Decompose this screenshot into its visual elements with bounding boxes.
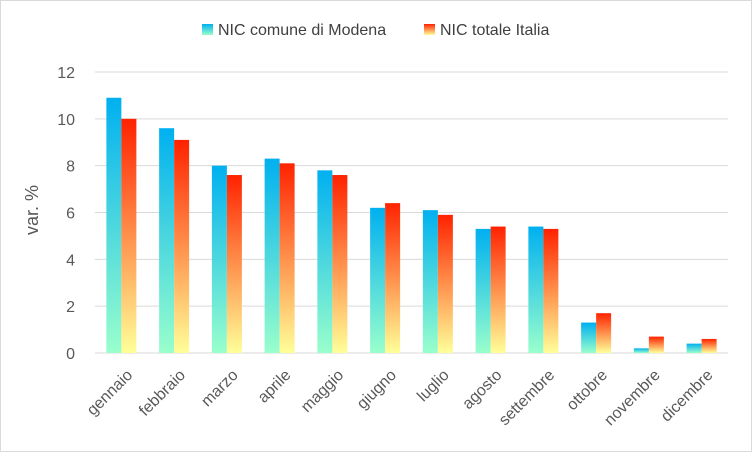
bar-italia-marzo [226,175,242,353]
y-tick-label: 8 [66,159,75,176]
x-tick-label: ottobre [564,367,611,414]
x-tick-label: marzo [198,367,242,411]
y-tick-label: 4 [66,252,75,269]
bar-italia-aprile [279,163,295,353]
bar-modena-febbraio [159,128,175,353]
legend-swatch [424,24,435,35]
bar-italia-settembre [543,228,559,353]
bar-modena-giugno [370,207,386,353]
y-axis-label: var. % [22,185,42,235]
bar-modena-maggio [317,170,333,353]
y-tick-label: 2 [66,299,75,316]
gridlines [95,71,728,354]
bar-italia-gennaio [121,118,137,353]
bar-modena-luglio [422,210,438,353]
x-tick-label: luglio [414,367,453,406]
x-tick-label: settembre [496,367,558,429]
bar-modena-ottobre [581,322,597,353]
bar-italia-agosto [490,226,506,353]
bar-italia-novembre [648,336,664,353]
y-tick-label: 10 [57,112,75,129]
bars [106,97,717,353]
bar-italia-ottobre [596,313,612,353]
bar-italia-maggio [332,175,348,353]
x-axis-ticks: gennaio febbraio marzo aprile maggio giugno lu… [84,367,717,429]
bar-italia-luglio [437,214,453,353]
bar-modena-marzo [211,165,227,353]
bar-modena-aprile [264,158,280,353]
x-tick-label: giugno [354,367,400,413]
bar-italia-dicembre [701,338,717,353]
y-tick-label: 12 [57,65,75,82]
x-tick-label: maggio [298,367,347,416]
bar-italia-giugno [385,203,401,353]
x-tick-label: dicembre [658,367,717,426]
bar-modena-novembre [633,348,649,353]
legend-swatch [202,24,213,35]
legend-label: NIC comune di Modena [218,22,386,39]
y-axis-ticks: 0 2 4 6 8 10 12 [57,65,75,363]
bar-modena-settembre [528,226,544,353]
x-tick-label: agosto [459,367,505,413]
legend-label: NIC totale Italia [440,22,549,39]
y-tick-label: 0 [66,346,75,363]
x-tick-label: febbraio [136,367,189,420]
x-tick-label: aprile [255,367,295,407]
bar-modena-gennaio [106,97,122,353]
x-tick-label: gennaio [84,367,136,419]
y-tick-label: 6 [66,206,75,223]
x-tick-label: novembre [601,367,663,429]
bar-modena-agosto [475,228,491,353]
bar-italia-febbraio [174,139,190,353]
bar-modena-dicembre [686,343,702,353]
legend: NIC comune di Modena NIC totale Italia [202,22,549,39]
